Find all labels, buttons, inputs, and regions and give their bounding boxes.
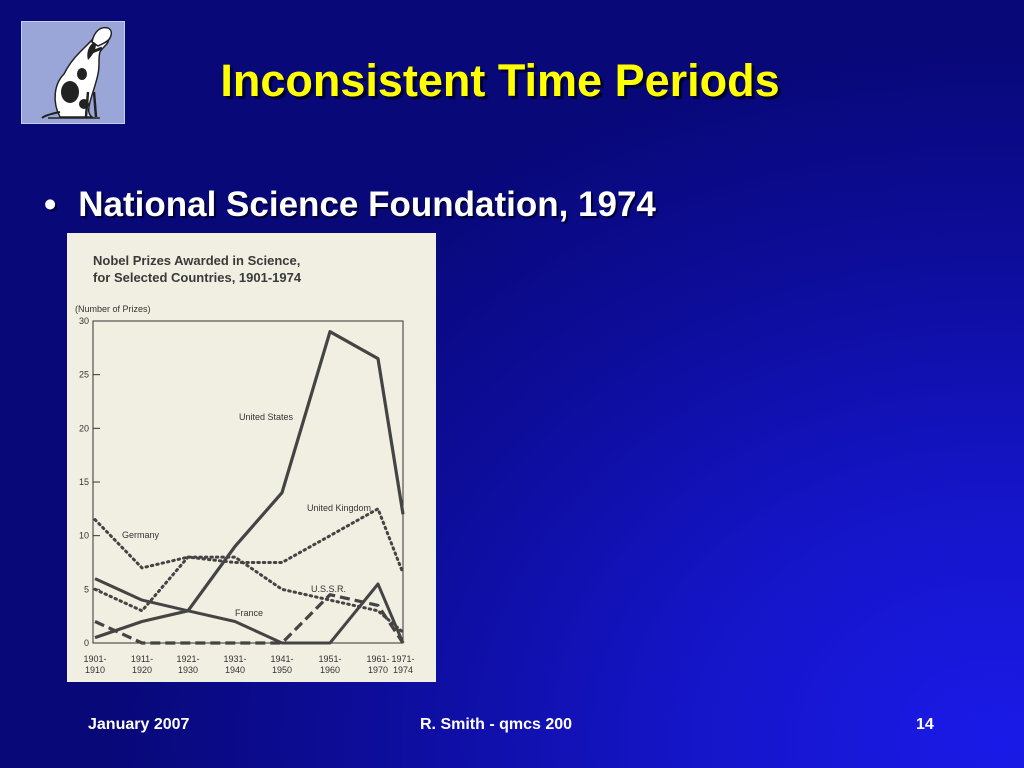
x-tick-label: 1960 bbox=[320, 665, 340, 675]
footer-author: R. Smith - qmcs 200 bbox=[420, 716, 573, 733]
series-label: Germany bbox=[122, 530, 160, 540]
y-tick-label: 0 bbox=[84, 638, 89, 648]
slide-title: Inconsistent Time Periods bbox=[220, 55, 780, 106]
y-tick-label: 10 bbox=[79, 531, 89, 541]
bullet-marker: • bbox=[44, 185, 57, 224]
series-line-united-states bbox=[94, 330, 405, 640]
bullet-item: • National Science Foundation, 1974 bbox=[44, 185, 656, 225]
x-tick-label: 1930 bbox=[178, 665, 198, 675]
series-line-germany bbox=[93, 518, 405, 634]
x-tick-label: 1951- bbox=[318, 654, 341, 664]
x-tick-label: 1911- bbox=[131, 654, 153, 664]
plot-area: 0 5 10 15 20 25 30 1901-1910 1911-1920 1921-1930 1… bbox=[79, 316, 415, 675]
x-tick-label: 1950 bbox=[272, 665, 292, 675]
footer-page-number: 14 bbox=[916, 716, 934, 733]
series-label: France bbox=[235, 608, 263, 618]
bullet-text: National Science Foundation, 1974 bbox=[78, 185, 656, 224]
series-line-u-s-s-r bbox=[94, 593, 405, 645]
y-tick-label: 20 bbox=[79, 423, 89, 433]
y-tick-label: 15 bbox=[79, 477, 89, 487]
chart-title-line-1: Nobel Prizes Awarded in Science, bbox=[93, 253, 300, 268]
y-tick-label: 5 bbox=[84, 584, 89, 594]
series-line-france bbox=[94, 577, 405, 645]
x-tick-label: 1940 bbox=[225, 665, 245, 675]
x-tick-label: 1921- bbox=[176, 654, 199, 664]
y-tick-label: 30 bbox=[79, 316, 89, 326]
x-tick-label: 1931- bbox=[223, 654, 246, 664]
y-tick-label: 25 bbox=[79, 370, 89, 380]
y-axis-label: (Number of Prizes) bbox=[75, 304, 151, 314]
x-tick-label: 1910 bbox=[85, 665, 105, 675]
series-label: U.S.S.R. bbox=[311, 584, 346, 594]
series-line-united-kingdom bbox=[93, 507, 405, 613]
x-tick-label: 1971- bbox=[391, 654, 414, 664]
chart-figure: Nobel Prizes Awarded in Science, for Sel… bbox=[67, 233, 436, 682]
plot-frame bbox=[92, 320, 404, 644]
x-tick-label: 1901- bbox=[83, 654, 106, 664]
x-tick-label: 1970 bbox=[368, 665, 388, 675]
series-label: United Kingdom bbox=[307, 503, 371, 513]
howling-dog-icon bbox=[41, 26, 113, 119]
x-tick-label: 1974 bbox=[393, 665, 413, 675]
x-tick-label: 1941- bbox=[270, 654, 293, 664]
x-tick-label: 1961- bbox=[366, 654, 389, 664]
chart-title-line-2: for Selected Countries, 1901-1974 bbox=[93, 270, 302, 285]
series-label: United States bbox=[239, 412, 294, 422]
x-tick-label: 1920 bbox=[132, 665, 152, 675]
logo bbox=[21, 21, 125, 124]
footer-date: January 2007 bbox=[88, 716, 190, 733]
nobel-prize-line-chart: Nobel Prizes Awarded in Science, for Sel… bbox=[75, 253, 415, 675]
